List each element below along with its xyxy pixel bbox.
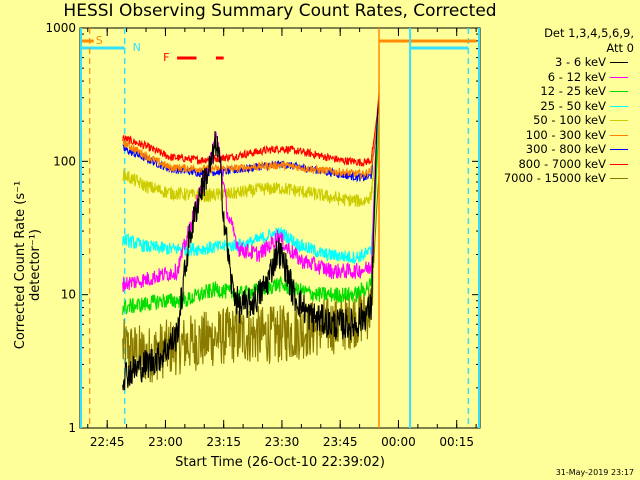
- night-flag-label: N: [133, 41, 141, 54]
- y-tick-label: 100: [53, 154, 76, 168]
- series-line: [122, 174, 380, 383]
- legend-swatch: [610, 149, 628, 150]
- series-line: [122, 97, 380, 180]
- x-tick-label: 23:45: [323, 435, 358, 449]
- legend-swatch: [610, 76, 628, 78]
- x-tick-label: 22:45: [90, 435, 125, 449]
- legend-swatch: [610, 134, 628, 136]
- legend-entry: 50 - 100 keV: [474, 113, 634, 128]
- y-tick-label: 1: [68, 421, 76, 435]
- chart-title: HESSI Observing Summary Count Rates, Cor…: [63, 1, 497, 21]
- legend-entry: 7000 - 15000 keV: [474, 171, 634, 186]
- series-line: [122, 108, 380, 265]
- legend-label: 6 - 12 keV: [547, 69, 606, 84]
- legend-attenuator: Att 0: [606, 40, 634, 55]
- legend-entry: 300 - 800 keV: [474, 142, 634, 157]
- footer-timestamp: 31-May-2019 23:17: [555, 468, 634, 477]
- legend-label: 300 - 800 keV: [525, 142, 606, 156]
- legend-label: 3 - 6 keV: [555, 55, 606, 69]
- legend-entry: 6 - 12 keV: [474, 70, 634, 85]
- series-line: [122, 121, 380, 316]
- legend-entry: 12 - 25 keV: [474, 84, 634, 99]
- y-tick-label: 10: [61, 288, 76, 302]
- y-tick-label: 1000: [45, 21, 76, 35]
- legend-swatch: [610, 163, 628, 165]
- saa-flag-label: S: [96, 34, 103, 47]
- x-tick-label: 00:15: [439, 435, 474, 449]
- x-tick-label: 00:00: [381, 435, 416, 449]
- legend: Det 1,3,4,5,6,9, Att 0 3 - 6 keV 6 - 12 k…: [474, 26, 634, 186]
- series-line: [122, 108, 380, 208]
- legend-entry: 3 - 6 keV: [474, 55, 634, 70]
- x-tick-label: 23:00: [148, 435, 183, 449]
- legend-entry: 25 - 50 keV: [474, 99, 634, 114]
- legend-swatch: [610, 91, 628, 92]
- legend-swatch: [610, 62, 628, 63]
- series-line: [122, 92, 380, 168]
- legend-swatch: [610, 120, 628, 121]
- legend-swatch: [610, 105, 628, 107]
- legend-label: 7000 - 15000 keV: [503, 171, 606, 185]
- legend-label: 25 - 50 keV: [540, 98, 606, 113]
- series-line: [122, 97, 380, 391]
- y-axis-label: Corrected Count Rate (s⁻¹ detector⁻¹): [13, 180, 43, 350]
- x-axis-label: Start Time (26-Oct-10 22:39:02): [175, 455, 385, 470]
- legend-entry: 100 - 300 keV: [474, 128, 634, 143]
- x-tick-label: 23:15: [206, 435, 241, 449]
- legend-entry: 800 - 7000 keV: [474, 157, 634, 172]
- legend-label: 800 - 7000 keV: [518, 156, 606, 171]
- legend-label: 50 - 100 keV: [533, 113, 606, 127]
- legend-swatch: [610, 178, 628, 179]
- legend-label: 12 - 25 keV: [540, 84, 606, 98]
- legend-detectors: Det 1,3,4,5,6,9,: [544, 26, 634, 40]
- x-tick-label: 23:30: [265, 435, 300, 449]
- flare-flag-label: F: [163, 51, 169, 64]
- plot-frame: [79, 27, 481, 429]
- legend-label: 100 - 300 keV: [525, 127, 606, 142]
- series-line: [122, 97, 380, 293]
